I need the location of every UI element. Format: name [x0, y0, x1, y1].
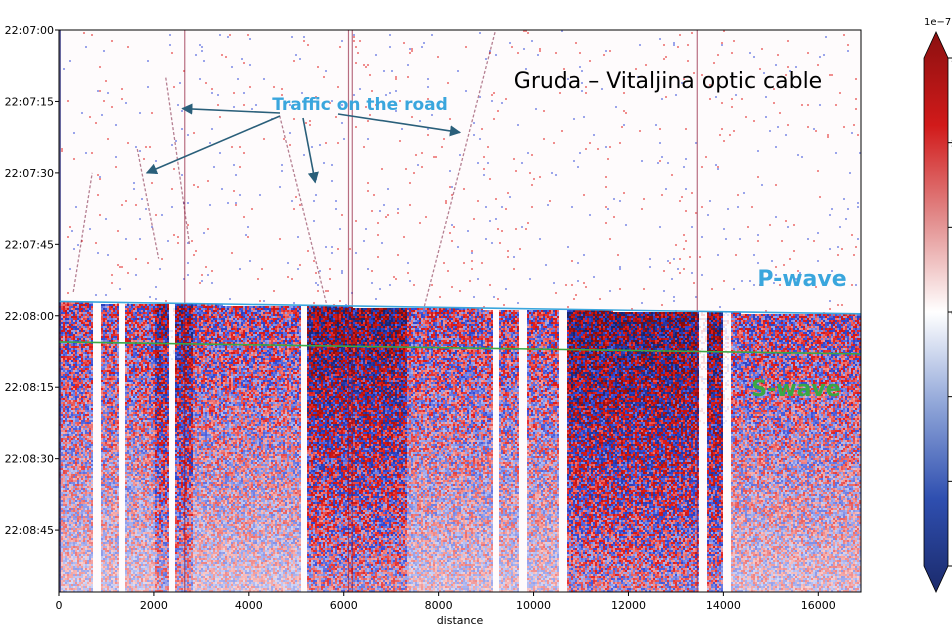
- y-tick-label: 22:07:00: [5, 24, 54, 37]
- x-axis-label: distance: [437, 614, 484, 627]
- y-tick-label: 22:08:45: [5, 524, 54, 537]
- x-tick-label: 4000: [235, 599, 263, 612]
- colorbar-ticks: −3−2−10123: [948, 54, 952, 573]
- traffic-label: Traffic on the road: [272, 95, 448, 115]
- x-tick-label: 12000: [611, 599, 646, 612]
- y-tick-label: 22:08:30: [5, 453, 54, 466]
- y-tick-label: 22:08:15: [5, 381, 54, 394]
- x-tick-label: 10000: [516, 599, 551, 612]
- colorbar: 1e−7 −3−2−10123: [924, 17, 952, 592]
- x-axis: 0 2000 4000 6000 8000 10000 12000 14000 16000: [56, 592, 836, 612]
- x-tick-label: 0: [56, 599, 63, 612]
- x-tick-label: 16000: [801, 599, 836, 612]
- colorbar-gradient: [924, 32, 948, 592]
- plot-area: [59, 30, 861, 592]
- colorbar-exponent: 1e−7: [924, 17, 951, 28]
- y-axis: 22:07:00 22:07:15 22:07:30 22:07:45 22:08:00…: [5, 24, 59, 537]
- x-tick-label: 14000: [706, 599, 741, 612]
- x-tick-label: 8000: [425, 599, 453, 612]
- x-tick-label: 2000: [140, 599, 168, 612]
- y-tick-label: 22:08:00: [5, 310, 54, 323]
- y-tick-label: 22:07:45: [5, 238, 54, 251]
- s-wave-label: S-wave: [751, 377, 840, 402]
- chart-title: Gruda – Vitaljina optic cable: [514, 69, 822, 94]
- x-tick-label: 6000: [330, 599, 358, 612]
- p-wave-label: P-wave: [757, 267, 846, 292]
- y-tick-label: 22:07:15: [5, 95, 54, 108]
- y-tick-label: 22:07:30: [5, 167, 54, 180]
